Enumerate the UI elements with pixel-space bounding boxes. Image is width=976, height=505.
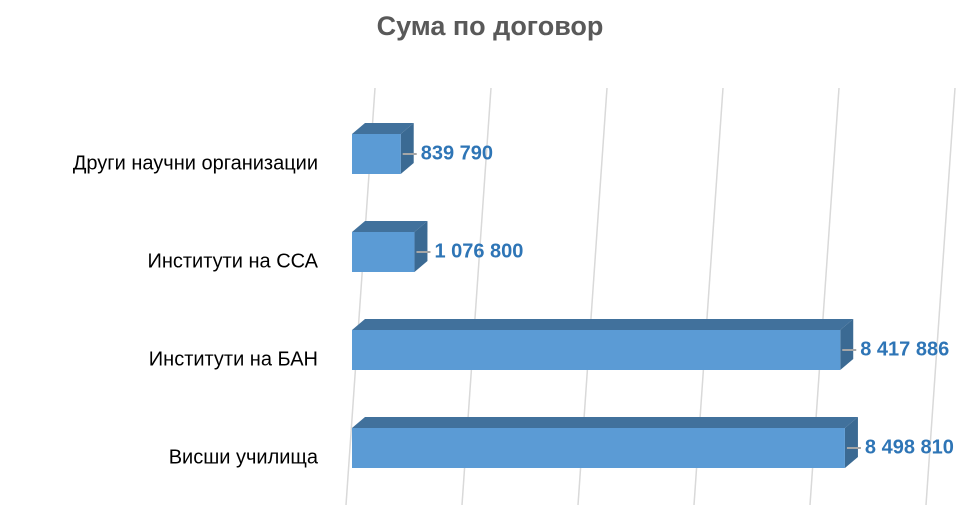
bar-top [352,319,854,330]
bar-top [352,123,414,134]
bar-side [844,417,858,468]
value-label: 8 417 886 [860,338,949,360]
bar-side [400,123,414,174]
chart-title: Сума по договор [377,11,604,41]
y-tick-label: Висши училища [169,446,319,468]
bar [352,330,841,370]
bar-side [840,319,854,370]
y-tick-label: Други научни организации [73,152,318,174]
bar [352,134,401,174]
bar [352,428,845,468]
y-tick-label: Институти на БАН [149,348,318,370]
bar-top [352,417,858,428]
grid-line [925,87,956,505]
value-label: 1 076 800 [434,240,523,262]
value-label: 839 790 [421,142,493,164]
y-tick-label: Институти на ССА [147,250,318,272]
bar-top [352,221,428,232]
bar-side [414,221,428,272]
value-label: 8 498 810 [865,436,954,458]
bar [352,232,415,272]
